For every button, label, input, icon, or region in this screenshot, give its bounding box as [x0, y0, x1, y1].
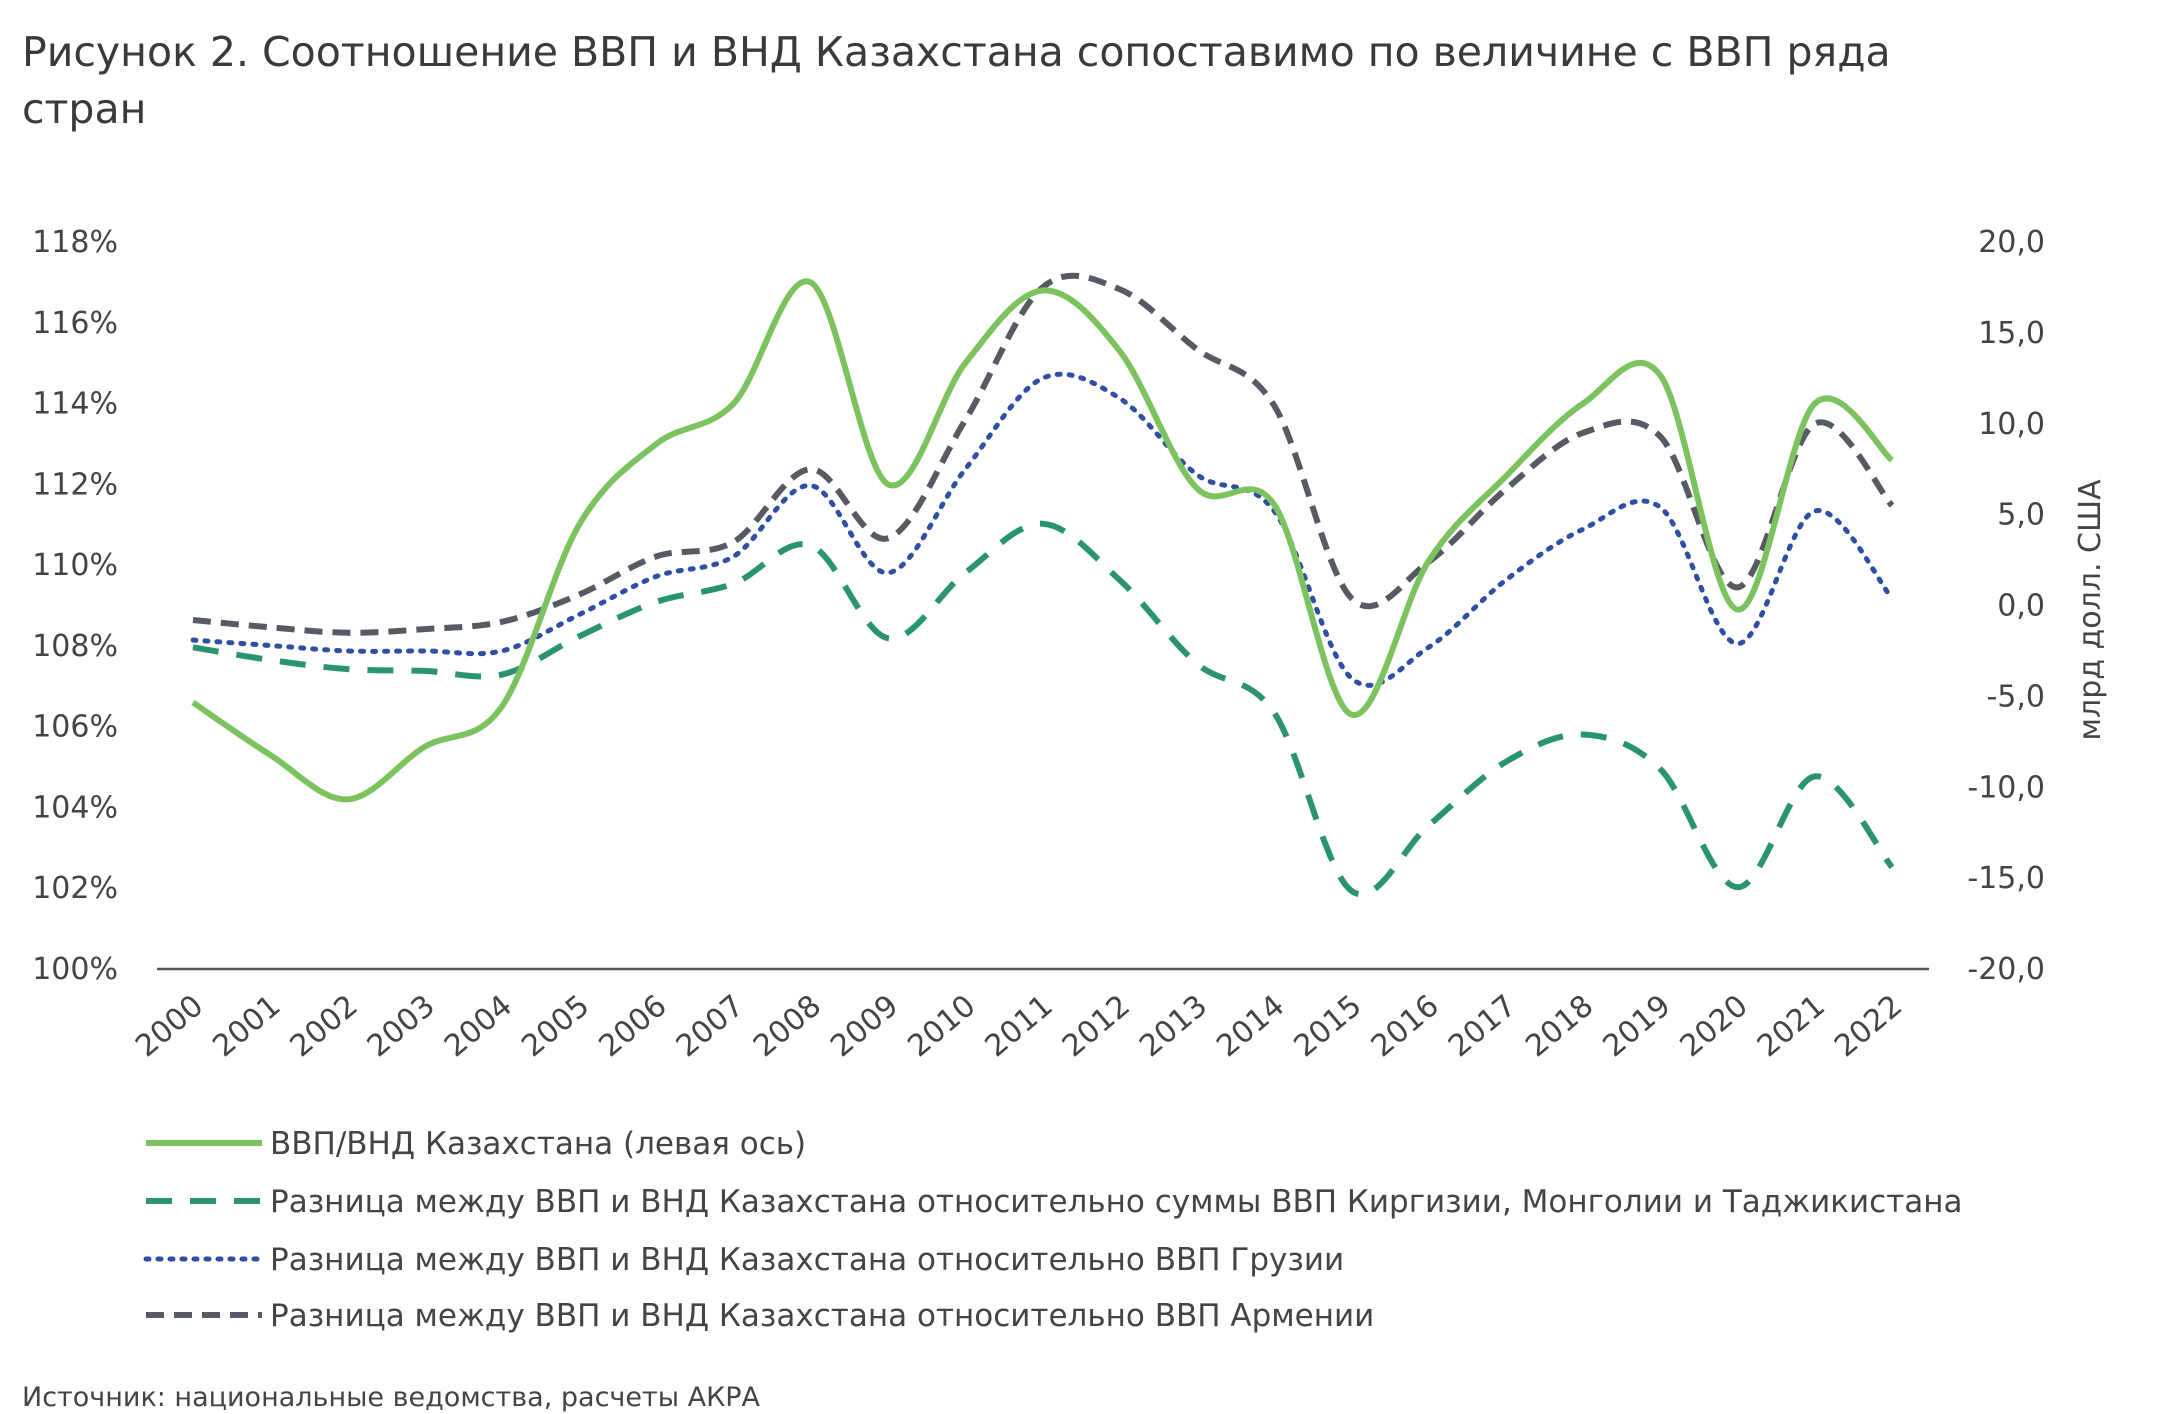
x-tick-label: 2001 — [206, 988, 287, 1064]
x-tick-label: 2022 — [1828, 988, 1909, 1064]
legend-label: ВВП/ВНД Казахстана (левая ось) — [270, 1126, 806, 1162]
y-left-tick-label: 106% — [32, 710, 118, 745]
y-right-tick-label: 15,0 — [1978, 316, 2045, 351]
x-tick-label: 2014 — [1210, 988, 1291, 1064]
x-tick-label: 2017 — [1442, 988, 1523, 1064]
x-tick-label: 2003 — [361, 988, 442, 1064]
x-tick-label: 2021 — [1751, 988, 1832, 1064]
x-tick-label: 2005 — [515, 988, 596, 1064]
series-line-0 — [191, 278, 1895, 803]
series-line-1 — [192, 520, 1895, 898]
y-left-tick-label: 100% — [32, 952, 118, 987]
y-right-tick-label: -20,0 — [1967, 952, 2045, 987]
x-tick-label: 2020 — [1674, 988, 1755, 1064]
chart-title: Рисунок 2. Соотношение ВВП и ВНД Казахст… — [22, 28, 1891, 133]
x-tick-label: 2016 — [1365, 988, 1446, 1064]
y-left-tick-label: 108% — [32, 629, 118, 664]
legend-label: Разница между ВВП и ВНД Казахстана относ… — [270, 1184, 1963, 1220]
x-tick-label: 2011 — [979, 988, 1060, 1064]
y-left-tick-label: 104% — [32, 790, 118, 825]
y-left-tick-label: 118% — [32, 225, 118, 260]
x-tick-label: 2002 — [284, 988, 365, 1064]
y-right-axis-label: млрд долл. США — [2073, 479, 2108, 741]
y-right-tick-label: 10,0 — [1978, 407, 2045, 442]
x-tick-label: 2013 — [1133, 988, 1214, 1064]
x-tick-label: 2006 — [593, 988, 674, 1064]
x-tick-label: 2004 — [438, 988, 519, 1064]
y-left-tick-label: 110% — [32, 548, 118, 583]
x-tick-label: 2018 — [1519, 988, 1600, 1064]
y-right-tick-label: -15,0 — [1967, 861, 2045, 896]
x-tick-label: 2012 — [1056, 988, 1137, 1064]
source-note: Источник: национальные ведомства, расчет… — [22, 1382, 760, 1413]
y-right-tick-label: 20,0 — [1978, 225, 2045, 260]
x-tick-label: 2019 — [1596, 988, 1677, 1064]
x-tick-label: 2007 — [670, 988, 751, 1064]
y-left-tick-label: 112% — [32, 467, 118, 502]
legend-label: Разница между ВВП и ВНД Казахстана относ… — [270, 1242, 1344, 1278]
y-right-tick-label: -5,0 — [1986, 679, 2045, 714]
x-tick-label: 2008 — [747, 988, 828, 1064]
y-right-tick-label: 0,0 — [1997, 589, 2045, 624]
y-left-tick-label: 116% — [32, 306, 118, 341]
x-tick-label: 2000 — [129, 988, 210, 1064]
y-left-tick-label: 102% — [32, 871, 118, 906]
x-tick-label: 2010 — [901, 988, 982, 1064]
x-tick-label: 2015 — [1288, 988, 1369, 1064]
x-tick-label: 2009 — [824, 988, 905, 1064]
line-chart: 118% 116% 114% 112% 110% 108% 106% 104% 102% 100%… — [32, 225, 2108, 1334]
legend-label: Разница между ВВП и ВНД Казахстана относ… — [270, 1298, 1374, 1334]
y-right-tick-label: -10,0 — [1967, 770, 2045, 805]
series-line-3 — [192, 272, 1895, 636]
y-right-tick-label: 5,0 — [1997, 498, 2045, 533]
series-line-2 — [190, 371, 1895, 688]
y-left-tick-label: 114% — [32, 387, 118, 422]
